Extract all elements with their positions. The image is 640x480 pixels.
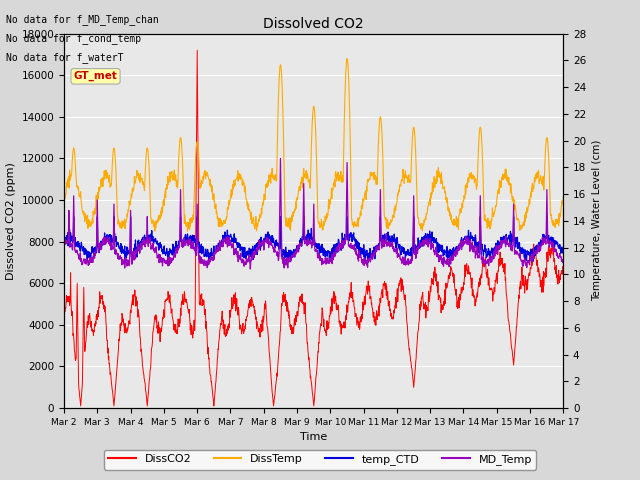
DissTemp: [171, 178, 179, 183]
temp_CTD: [392, 240, 399, 246]
DissCO2: [172, 324, 179, 330]
Legend: DissCO2, DissTemp, temp_CTD, MD_Temp: DissCO2, DissTemp, temp_CTD, MD_Temp: [104, 450, 536, 469]
MD_Temp: [500, 237, 508, 242]
DissTemp: [60, 198, 68, 204]
Y-axis label: Temperature, Water Level (cm): Temperature, Water Level (cm): [592, 140, 602, 301]
temp_CTD: [60, 237, 68, 242]
Text: GT_met: GT_met: [74, 71, 118, 82]
DissCO2: [60, 312, 68, 317]
DissCO2: [193, 48, 201, 53]
DissCO2: [500, 271, 508, 276]
MD_Temp: [392, 247, 399, 252]
DissCO2: [77, 403, 84, 409]
DissTemp: [457, 210, 465, 216]
DissTemp: [159, 202, 166, 208]
Text: No data for f_waterT: No data for f_waterT: [6, 52, 124, 63]
MD_Temp: [276, 156, 284, 161]
MD_Temp: [159, 255, 166, 261]
Y-axis label: Dissolved CO2 (ppm): Dissolved CO2 (ppm): [6, 162, 16, 280]
MD_Temp: [559, 260, 567, 266]
MD_Temp: [246, 266, 254, 272]
DissCO2: [392, 303, 399, 309]
DissCO2: [559, 265, 567, 271]
Title: Dissolved CO2: Dissolved CO2: [263, 17, 364, 31]
temp_CTD: [559, 251, 567, 256]
MD_Temp: [227, 240, 235, 245]
X-axis label: Time: Time: [300, 432, 327, 442]
Text: No data for f_cond_temp: No data for f_cond_temp: [6, 33, 141, 44]
Line: DissTemp: DissTemp: [64, 59, 563, 231]
DissTemp: [184, 228, 191, 234]
DissTemp: [559, 195, 567, 201]
DissTemp: [392, 203, 399, 208]
temp_CTD: [364, 260, 372, 265]
temp_CTD: [500, 236, 508, 241]
DissCO2: [159, 315, 167, 321]
DissTemp: [227, 187, 235, 192]
temp_CTD: [172, 246, 179, 252]
MD_Temp: [60, 240, 68, 246]
Text: No data for f_MD_Temp_chan: No data for f_MD_Temp_chan: [6, 13, 159, 24]
temp_CTD: [70, 214, 77, 219]
temp_CTD: [159, 247, 167, 252]
DissCO2: [228, 304, 236, 310]
DissCO2: [457, 297, 465, 303]
Line: DissCO2: DissCO2: [64, 50, 563, 406]
temp_CTD: [227, 234, 235, 240]
MD_Temp: [457, 240, 465, 246]
DissTemp: [500, 171, 508, 177]
DissTemp: [343, 56, 351, 61]
Line: MD_Temp: MD_Temp: [64, 158, 563, 269]
Line: temp_CTD: temp_CTD: [64, 216, 563, 263]
temp_CTD: [457, 239, 465, 244]
MD_Temp: [171, 254, 179, 260]
